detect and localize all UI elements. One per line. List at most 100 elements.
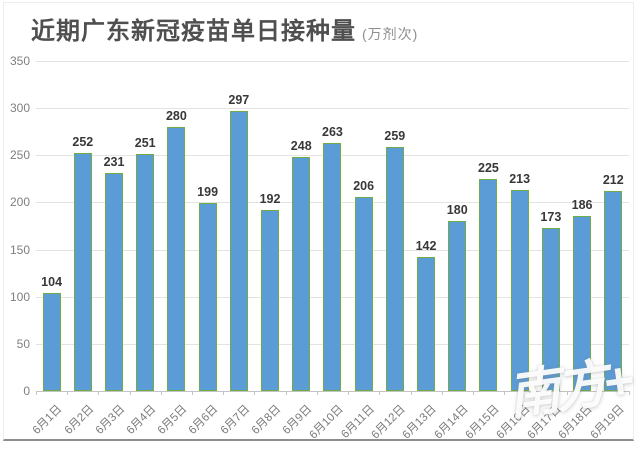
bar-slot-6月13日: 142 (410, 61, 441, 391)
x-axis-tick (67, 391, 69, 395)
bar-value-label-6月12日: 259 (384, 128, 406, 143)
bar-slot-6月2日: 252 (67, 61, 98, 391)
bar-slot-6月11日: 206 (348, 61, 379, 391)
y-axis-label-350: 350 (9, 54, 30, 68)
gridline-350 (36, 61, 629, 62)
x-label-slot: 6月8日 (249, 391, 285, 446)
plot-area: 104 252 231 251 280 199 297 192 248 263 206 259 142 1… (31, 61, 630, 441)
chart-unit-label: (万剂次) (362, 26, 419, 42)
x-axis-tick (254, 391, 256, 395)
x-axis-tick (472, 391, 474, 395)
y-axis-label-200: 200 (9, 195, 30, 210)
bar-value-label-6月19日: 212 (602, 173, 624, 188)
x-axis-tick (285, 391, 287, 395)
x-label-slot: 6月2日 (62, 391, 98, 446)
bar-6月14日 (448, 221, 467, 391)
x-axis-tick (160, 391, 162, 395)
bar-value-label-6月17日: 173 (540, 209, 562, 224)
bar-value-label-6月4日: 251 (134, 136, 156, 151)
x-axis-tick (629, 391, 630, 395)
y-axis-label-300: 300 (9, 101, 30, 116)
bar-6月2日 (73, 153, 92, 391)
x-axis-tick (316, 391, 318, 395)
bar-6月5日 (167, 127, 186, 391)
y-axis: 0 50 100 150 200 250 300 350 (4, 55, 30, 397)
x-label-slot: 6月4日 (125, 391, 161, 446)
bar-6月15日 (479, 178, 498, 391)
x-axis-tick (410, 391, 412, 395)
bar-slot-6月4日: 251 (130, 61, 161, 391)
bar-6月19日 (604, 191, 623, 391)
bar-6月9日 (292, 157, 311, 391)
x-label-slot: 6月10日 (307, 391, 348, 446)
x-axis-tick (379, 391, 381, 395)
x-axis-tick (597, 391, 599, 395)
bar-slot-6月14日: 180 (442, 61, 473, 391)
bar-6月6日 (198, 203, 217, 391)
x-label-slot: 6月6日 (187, 391, 223, 446)
bar-value-label-6月5日: 280 (165, 109, 187, 123)
bar-6月17日 (541, 227, 560, 391)
bar-slot-6月16日: 213 (504, 61, 535, 391)
x-axis-label-6月1日: 6月1日 (30, 403, 65, 437)
y-axis-label-150: 150 (9, 242, 30, 257)
y-axis-label-0: 0 (23, 384, 30, 398)
bar-slot-6月12日: 259 (379, 61, 410, 391)
x-axis-labels: 6月1日 6月2日 6月3日 6月4日 6月5日 6月6日 6月7日 6月8日 6月9日 6月10… (31, 391, 629, 446)
bar-value-label-6月15日: 225 (478, 160, 499, 175)
y-axis-label-50: 50 (16, 336, 30, 351)
x-axis-tick (223, 391, 225, 395)
x-axis-tick (535, 391, 537, 395)
bar-value-label-6月18日: 186 (571, 197, 593, 212)
x-label-slot: 6月3日 (93, 391, 129, 446)
bar-6月7日 (229, 110, 248, 391)
x-axis-tick (129, 391, 131, 395)
bar-slot-6月17日: 173 (535, 61, 566, 391)
bar-value-label-6月9日: 248 (290, 139, 312, 154)
gridline-300 (36, 108, 629, 110)
bar-slot-6月6日: 199 (192, 61, 223, 391)
chart-header: 近期广东新冠疫苗单日接种量 (万剂次) (31, 11, 418, 46)
bar-slot-6月8日: 192 (254, 61, 285, 391)
x-axis-tick (348, 391, 350, 395)
bar-6月12日 (385, 146, 404, 391)
bar-6月11日 (354, 196, 373, 391)
bar-6月3日 (105, 173, 123, 391)
bar-6月1日 (42, 292, 61, 391)
x-axis-tick (504, 391, 506, 395)
bar-slot-6月19日: 212 (598, 61, 629, 391)
bar-slot-6月5日: 280 (161, 61, 192, 391)
bar-value-label-6月1日: 104 (41, 274, 63, 289)
bar-series: 104 252 231 251 280 199 297 192 248 263 206 259 142 1… (36, 61, 629, 391)
bar-value-label-6月16日: 213 (509, 172, 531, 187)
x-axis-tick (98, 391, 100, 395)
bar-value-label-6月7日: 297 (228, 92, 250, 107)
bar-slot-6月15日: 225 (473, 61, 504, 391)
x-axis-tick (192, 391, 194, 395)
y-axis-label-250: 250 (9, 148, 30, 163)
bar-slot-6月18日: 186 (566, 61, 597, 391)
bar-slot-6月9日: 248 (286, 61, 317, 391)
bar-slot-6月10日: 263 (317, 61, 348, 391)
y-axis-label-100: 100 (9, 289, 30, 304)
x-axis-ticks (36, 391, 630, 395)
bar-value-label-6月3日: 231 (103, 155, 125, 170)
bar-value-label-6月13日: 142 (415, 239, 437, 254)
x-axis-line (36, 391, 629, 392)
chart-title: 近期广东新冠疫苗单日接种量 (31, 18, 356, 45)
bar-6月4日 (136, 154, 155, 391)
bar-slot-6月1日: 104 (36, 61, 67, 391)
bar-6月18日 (573, 215, 592, 391)
bar-value-label-6月10日: 263 (321, 125, 343, 140)
bar-value-label-6月6日: 199 (197, 185, 219, 200)
bar-slot-6月3日: 231 (98, 61, 129, 391)
x-axis-tick (36, 391, 37, 395)
bar-value-label-6月8日: 192 (259, 191, 281, 206)
x-label-slot: 6月5日 (156, 391, 192, 446)
bar-slot-6月7日: 297 (223, 61, 254, 391)
bar-6月16日 (510, 190, 529, 391)
x-label-slot: 6月19日 (588, 391, 629, 446)
bar-6月13日 (417, 257, 436, 391)
x-label-slot: 6月7日 (218, 391, 254, 446)
x-axis-tick (441, 391, 443, 395)
